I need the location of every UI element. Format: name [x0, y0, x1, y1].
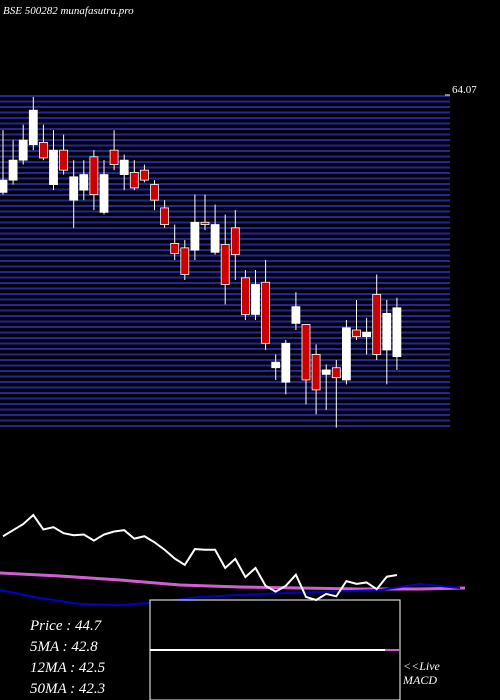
- candle-body: [79, 174, 89, 191]
- candle-body: [160, 207, 170, 225]
- candle-body: [18, 139, 28, 161]
- candle-body: [139, 169, 149, 181]
- candle-body: [119, 159, 129, 175]
- candle-body: [291, 306, 301, 324]
- candle-body: [392, 307, 402, 358]
- candle-body: [372, 294, 382, 355]
- candle-body: [150, 184, 159, 201]
- info-label: 12MA : 42.5: [30, 660, 106, 676]
- candle-body: [49, 149, 58, 185]
- candle-body: [220, 244, 230, 285]
- candle-body: [170, 243, 180, 254]
- info-label: 50MA : 42.3: [30, 681, 105, 697]
- candle-body: [362, 331, 372, 338]
- macd-label: <<Live: [403, 659, 441, 673]
- candle-body: [341, 327, 351, 381]
- candle-body: [301, 324, 311, 381]
- info-label: Price : 44.7: [29, 618, 103, 634]
- candle-body: [59, 149, 68, 171]
- candle-body: [210, 224, 220, 253]
- chart-title: BSE 500282 munafasutra.pro: [3, 5, 134, 17]
- ma-line: [0, 571, 466, 591]
- candle-body: [200, 221, 210, 225]
- y-tick-label: 64.07: [452, 84, 477, 96]
- price-line: [2, 513, 398, 602]
- ma-line: [0, 582, 461, 607]
- macd-label: MACD: [402, 673, 437, 687]
- candle-body: [230, 227, 240, 255]
- candle-body: [69, 176, 79, 201]
- candle-body: [99, 174, 109, 213]
- candle-body: [190, 221, 200, 251]
- candle-body: [281, 342, 291, 383]
- candle-body: [240, 277, 250, 315]
- candle-body: [0, 179, 8, 193]
- candle-body: [352, 329, 361, 338]
- candle-body: [251, 284, 260, 315]
- candle-body: [311, 354, 321, 391]
- candle-body: [39, 141, 48, 159]
- candle-body: [28, 109, 38, 146]
- candle-body: [261, 281, 271, 344]
- candle-body: [8, 159, 18, 181]
- candle-body: [321, 369, 331, 375]
- candle-body: [271, 361, 281, 369]
- candle-body: [109, 149, 119, 165]
- info-label: 5MA : 42.8: [30, 639, 98, 655]
- candle-body: [382, 312, 392, 351]
- candle-body: [129, 171, 139, 189]
- candle-body: [180, 247, 190, 275]
- candle-body: [89, 156, 99, 195]
- candle-body: [331, 367, 341, 379]
